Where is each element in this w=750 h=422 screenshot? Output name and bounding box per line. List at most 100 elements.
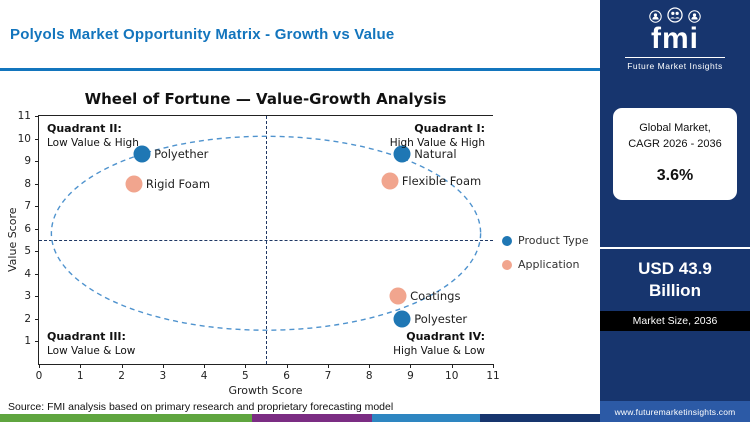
footer-stripe-segment bbox=[480, 414, 600, 422]
x-tick-label: 0 bbox=[35, 370, 43, 382]
x-tick-mark bbox=[493, 364, 494, 368]
legend-label: Application bbox=[518, 258, 580, 271]
x-axis-label: Growth Score bbox=[228, 384, 303, 397]
footer-stripe-segment bbox=[372, 414, 480, 422]
logo-person-chart-icon bbox=[688, 10, 701, 23]
x-tick-label: 8 bbox=[365, 370, 373, 382]
footer-stripe-segment bbox=[0, 414, 252, 422]
x-tick-label: 9 bbox=[407, 370, 414, 382]
y-axis-label: Value Score bbox=[6, 207, 19, 273]
page-title: Polyols Market Opportunity Matrix - Grow… bbox=[10, 25, 395, 43]
legend-item-product-type: Product Type bbox=[502, 234, 589, 247]
x-tick-label: 5 bbox=[242, 370, 249, 382]
y-tick-label: 8 bbox=[24, 177, 31, 190]
quadrant-name: Quadrant II: bbox=[47, 122, 122, 135]
x-tick-mark bbox=[39, 364, 40, 368]
y-tick-mark bbox=[35, 296, 39, 298]
y-tick-label: 10 bbox=[17, 132, 31, 145]
header: Polyols Market Opportunity Matrix - Grow… bbox=[0, 0, 600, 71]
quadrant-label-bottom-left: Quadrant III: Low Value & Low bbox=[47, 329, 135, 359]
y-tick-mark bbox=[35, 116, 39, 117]
x-tick-mark bbox=[162, 364, 164, 368]
quadrant-desc: High Value & Low bbox=[393, 345, 485, 358]
quadrant-desc: High Value & High bbox=[389, 137, 485, 150]
data-point-rigid-foam bbox=[125, 175, 143, 193]
data-point-natural bbox=[393, 145, 411, 163]
x-tick-mark bbox=[451, 364, 453, 368]
quadrant-name: Quadrant I: bbox=[414, 122, 485, 135]
chart-title: Wheel of Fortune — Value-Growth Analysis bbox=[84, 90, 447, 108]
quadrant-label-top-right: Quadrant I: High Value & High bbox=[390, 121, 485, 151]
logo-people-group-icon bbox=[667, 7, 683, 23]
x-tick-mark bbox=[121, 364, 123, 368]
data-point-label-polyester: Polyester bbox=[414, 311, 468, 326]
data-point-label-flexible-foam: Flexible Foam bbox=[401, 174, 482, 189]
logo-divider bbox=[625, 56, 725, 58]
x-tick-label: 4 bbox=[200, 370, 208, 382]
sidebar: fmi Future Market Insights Global Market… bbox=[600, 0, 750, 422]
plot-area: 0 1 2 3 4 5 6 7 8 9 10 11 1 2 3 4 5 6 7 8 9 10 11 Polyether Natu… bbox=[18, 110, 500, 382]
x-tick-mark bbox=[204, 364, 206, 368]
x-tick-label: 2 bbox=[118, 370, 125, 382]
y-tick-mark bbox=[35, 228, 39, 230]
y-tick-mark bbox=[35, 206, 39, 208]
x-tick-label: 6 bbox=[283, 370, 290, 382]
wheel-ellipse bbox=[50, 135, 482, 331]
y-tick-label: 9 bbox=[24, 155, 31, 168]
x-tick-label: 7 bbox=[324, 370, 332, 382]
data-point-coatings bbox=[389, 287, 407, 305]
x-tick-label: 1 bbox=[76, 370, 84, 382]
x-tick-mark bbox=[327, 364, 329, 368]
y-tick-label: 6 bbox=[24, 222, 31, 235]
y-tick-mark bbox=[35, 183, 39, 185]
x-tick-mark bbox=[245, 364, 247, 368]
quadrant-desc: Low Value & Low bbox=[47, 345, 136, 358]
y-tick-label: 2 bbox=[24, 312, 31, 325]
legend-swatch bbox=[502, 235, 512, 246]
market-size-value: USD 43.9 Billion bbox=[638, 259, 712, 301]
logo-subtitle: Future Market Insights bbox=[627, 60, 723, 71]
quadrant-label-top-left: Quadrant II: Low Value & High bbox=[47, 121, 139, 151]
cagr-card: Global Market, CAGR 2026 - 2036 3.6% bbox=[613, 108, 737, 201]
cagr-value: 3.6% bbox=[656, 166, 694, 184]
logo-person-icon bbox=[649, 10, 662, 23]
fmi-logo: fmi Future Market Insights bbox=[600, 0, 750, 71]
y-tick-mark bbox=[35, 273, 39, 275]
logo-wordmark: fmi bbox=[651, 22, 699, 55]
x-tick-label: 11 bbox=[486, 370, 500, 382]
footer-stripe bbox=[0, 414, 600, 422]
quadrant-desc: Low Value & High bbox=[47, 137, 139, 150]
data-point-label-coatings: Coatings bbox=[410, 289, 461, 304]
logo-icons bbox=[600, 6, 750, 23]
y-tick-mark bbox=[35, 318, 39, 320]
data-point-polyester bbox=[393, 310, 411, 328]
crosshair-horizontal bbox=[39, 240, 493, 241]
legend-item-application: Application bbox=[502, 258, 589, 271]
y-tick-label: 4 bbox=[24, 267, 31, 280]
chart-legend: Product Type Application bbox=[502, 234, 589, 271]
x-tick-mark bbox=[286, 364, 288, 368]
legend-swatch bbox=[502, 259, 512, 270]
data-point-label-polyether: Polyether bbox=[154, 147, 209, 162]
legend-label: Product Type bbox=[518, 234, 589, 247]
x-tick-mark bbox=[80, 364, 82, 368]
data-point-flexible-foam bbox=[381, 172, 399, 190]
y-tick-mark bbox=[35, 161, 39, 163]
data-point-polyether bbox=[133, 145, 151, 163]
cagr-line2: CAGR 2026 - 2036 bbox=[628, 137, 722, 150]
y-tick-label: 5 bbox=[24, 245, 31, 258]
cagr-line1: Global Market, bbox=[639, 122, 711, 134]
y-tick-label: 11 bbox=[17, 110, 31, 122]
quadrant-name: Quadrant IV: bbox=[406, 329, 485, 343]
y-tick-label: 1 bbox=[24, 335, 31, 348]
chart-section: Wheel of Fortune — Value-Growth Analysis… bbox=[0, 74, 600, 400]
data-point-label-natural: Natural bbox=[414, 147, 457, 162]
y-tick-mark bbox=[35, 138, 39, 140]
x-tick-label: 3 bbox=[159, 370, 167, 382]
market-size-label: Market Size, 2036 bbox=[600, 311, 750, 332]
y-tick-mark bbox=[35, 251, 39, 253]
x-tick-mark bbox=[410, 364, 412, 368]
quadrant-label-bottom-right: Quadrant IV: High Value & Low bbox=[393, 329, 485, 359]
quadrant-name: Quadrant III: bbox=[47, 329, 126, 343]
